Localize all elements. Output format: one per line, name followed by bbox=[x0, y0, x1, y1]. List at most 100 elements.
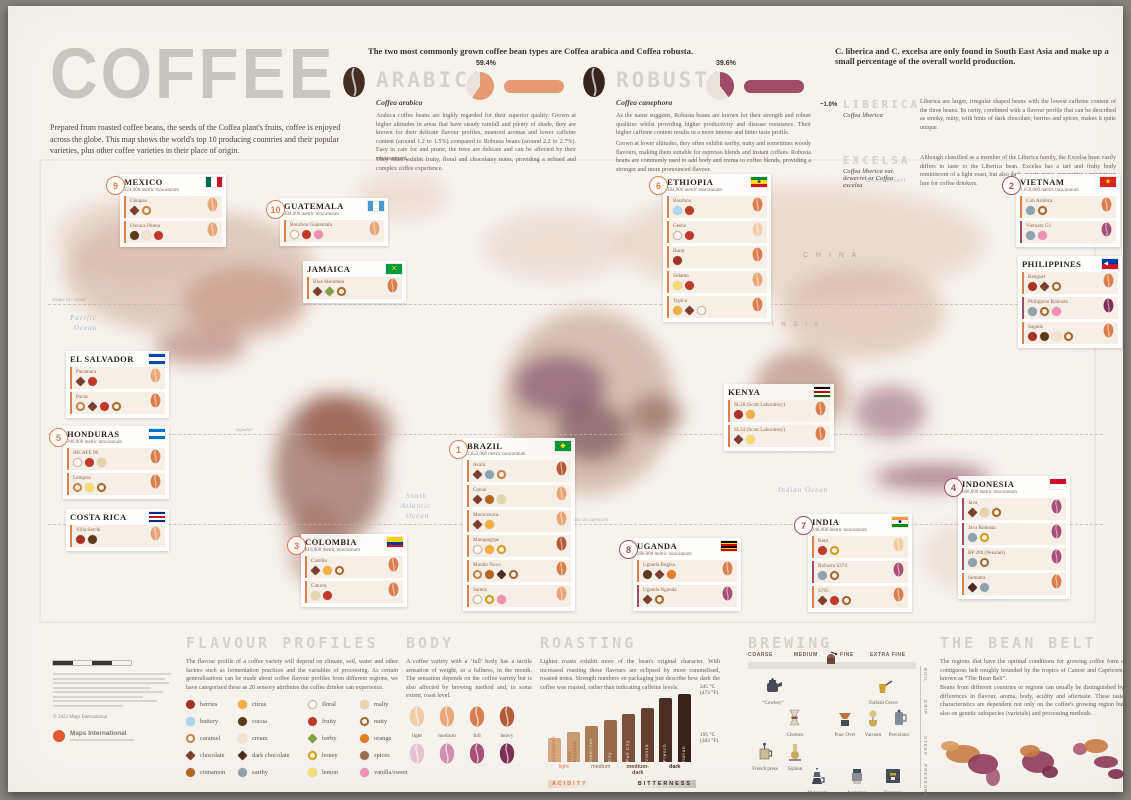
variety-row: Typica bbox=[667, 296, 767, 318]
country-panel-philippines: PHILIPPINES ◄ Benguet Philippine Robusta S… bbox=[1018, 256, 1122, 348]
variety-row: Benguet bbox=[1022, 272, 1118, 294]
copyright-line: © 2023 Maps International bbox=[53, 714, 108, 720]
liberica-heading: LIBERICA bbox=[843, 98, 920, 111]
brew-method-label: Siphon bbox=[787, 767, 803, 772]
country-flag: ◆ bbox=[555, 441, 571, 451]
variety-name: Bourbon Guatemala bbox=[290, 222, 332, 228]
variety-name: Sidamo bbox=[673, 273, 689, 279]
country-panel-costa-rica: COSTA RICA Villa Sarchi bbox=[66, 509, 169, 551]
variety-row: BP 288 (Pekalari) bbox=[962, 548, 1066, 570]
flavour-icon-caramel bbox=[142, 206, 151, 215]
coffee-poster: Pacific Ocean South Atlantic Ocean Indian Oce… bbox=[8, 6, 1124, 797]
variety-bean-icon bbox=[207, 222, 218, 242]
map-labels-layer: Pacific Ocean South Atlantic Ocean Indian Oce… bbox=[8, 6, 1131, 800]
flavour-icon-chocolate bbox=[817, 595, 828, 606]
flavour-icon-lemon bbox=[746, 435, 755, 444]
variety-bean-icon bbox=[1101, 222, 1112, 242]
flavour-icon-earthy bbox=[1026, 206, 1035, 215]
flavour-legend-item: cocoa bbox=[238, 713, 308, 730]
flavour-icon-berries bbox=[1028, 332, 1037, 341]
flavour-legend-item: cream bbox=[238, 730, 308, 747]
body-bean-robusta-heavy bbox=[496, 743, 518, 769]
variety-bean-icon bbox=[369, 221, 380, 241]
variety-bean-icon bbox=[150, 474, 161, 494]
country-panel-el-salvador: EL SALVADOR Pacamara Pacas bbox=[66, 351, 169, 418]
variety-flavour-icons bbox=[967, 582, 1063, 593]
flavour-icon-malty bbox=[497, 495, 506, 504]
country-flag bbox=[149, 354, 165, 364]
flavour-icon-cinnamon bbox=[186, 768, 195, 777]
variety-row: Java Robusta bbox=[962, 523, 1066, 545]
robusta-bean-photo bbox=[582, 66, 606, 103]
roast-bar-american: American bbox=[585, 725, 598, 762]
country-name: EL SALVADOR bbox=[70, 354, 134, 364]
flavour-icon-lemon bbox=[673, 281, 682, 290]
variety-flavour-icons bbox=[673, 231, 764, 240]
scale-bar bbox=[53, 661, 131, 665]
brew-method-kettle: “Cowboy” bbox=[756, 676, 790, 706]
variety-flavour-icons bbox=[130, 231, 219, 240]
variety-flavour-icons bbox=[734, 410, 827, 419]
variety-name: IHCAFE 90 bbox=[73, 450, 99, 456]
flavour-icon-honey bbox=[308, 751, 317, 760]
fine-print bbox=[53, 673, 173, 707]
flavour-legend-item: buttery bbox=[186, 713, 238, 730]
flavour-icon-malty bbox=[980, 508, 989, 517]
robusta-share-pie bbox=[706, 72, 734, 100]
brew-method-label: Espresso bbox=[884, 791, 902, 796]
flavour-icon-honey bbox=[485, 595, 494, 604]
brewing-panel: COARSE MEDIUM FINE EXTRA FINE “Cowboy” Turki… bbox=[748, 651, 928, 797]
flavour-icon-floral bbox=[673, 231, 682, 240]
poster-intro: Prepared from roasted coffee beans, the … bbox=[50, 123, 341, 156]
rank-badge: 1 bbox=[449, 440, 468, 459]
flavour-icon-fruity bbox=[308, 717, 317, 726]
rank-badge: 2 bbox=[1002, 176, 1021, 195]
variety-row: Maragogype bbox=[467, 535, 571, 557]
variety-bean-icon bbox=[1051, 574, 1062, 594]
variety-bean-icon bbox=[150, 526, 161, 546]
variety-flavour-icons bbox=[968, 558, 1063, 567]
variety-name: SL28 (Scott Laboratory) bbox=[734, 402, 785, 408]
brewing-heading: BREWING bbox=[748, 634, 833, 652]
variety-row: Catuaí bbox=[467, 485, 571, 507]
variety-name: Benguet bbox=[1028, 274, 1046, 280]
variety-flavour-icons bbox=[472, 519, 568, 530]
flavour-profiles-heading: FLAVOUR PROFILES bbox=[186, 634, 379, 652]
grind-label-medium: MEDIUM bbox=[794, 652, 818, 658]
brew-method-label: Percolator bbox=[888, 733, 910, 738]
country-panel-brazil: 1 BRAZIL ◆ 2,652,000 metric tons/annum Acaiá… bbox=[449, 438, 575, 611]
brew-method-cezve: Turkish Cezve bbox=[866, 676, 900, 706]
production-value: 204,000 metric tons/annum bbox=[284, 212, 339, 217]
variety-flavour-icons bbox=[129, 205, 219, 216]
flavour-icon-dark-chocolate bbox=[967, 582, 978, 593]
robusta-para-2: Grown at lower altitudes, they often exh… bbox=[616, 141, 811, 173]
roast-bar-new-england: New England bbox=[566, 731, 580, 762]
variety-bean-icon bbox=[207, 197, 218, 217]
flavour-icon-caramel bbox=[76, 402, 85, 411]
flavour-icon-floral bbox=[473, 595, 482, 604]
flavour-icon-nutty bbox=[337, 287, 346, 296]
variety-name: Gesha bbox=[673, 223, 686, 229]
temp-annotation-bottom: 195 °C (383 °F) bbox=[700, 732, 719, 744]
production-value: 348,000 metric tons/annum bbox=[812, 528, 867, 533]
variety-row: Sumatra bbox=[962, 573, 1066, 595]
brew-method-frenchpress: French press bbox=[748, 742, 782, 772]
production-value: 660,000 metric tons/annum bbox=[962, 490, 1017, 495]
flavour-icon-earthy bbox=[980, 583, 989, 592]
variety-bean-icon bbox=[815, 426, 826, 446]
variety-flavour-icons bbox=[311, 591, 400, 600]
map-label: Pacific bbox=[70, 314, 97, 322]
variety-flavour-icons bbox=[673, 281, 764, 290]
variety-name: Vietnam G1 bbox=[1026, 223, 1052, 229]
brew-method-label: Turkish Cezve bbox=[868, 701, 898, 706]
flavour-icon-honey bbox=[980, 533, 989, 542]
bean-belt-mini-map bbox=[941, 739, 1124, 786]
arabica-heading: ARABICA bbox=[376, 68, 486, 92]
flavour-icon-cocoa bbox=[643, 570, 652, 579]
country-name: PHILIPPINES bbox=[1022, 259, 1082, 269]
variety-name: SL34 (Scott Laboratory) bbox=[734, 427, 785, 433]
brew-process-steep: STEEP bbox=[923, 736, 928, 757]
variety-flavour-icons bbox=[967, 507, 1063, 518]
variety-row: Maracaturra bbox=[467, 510, 571, 532]
bean-belt-para-1: The regions that have the optimal condit… bbox=[940, 659, 1124, 683]
